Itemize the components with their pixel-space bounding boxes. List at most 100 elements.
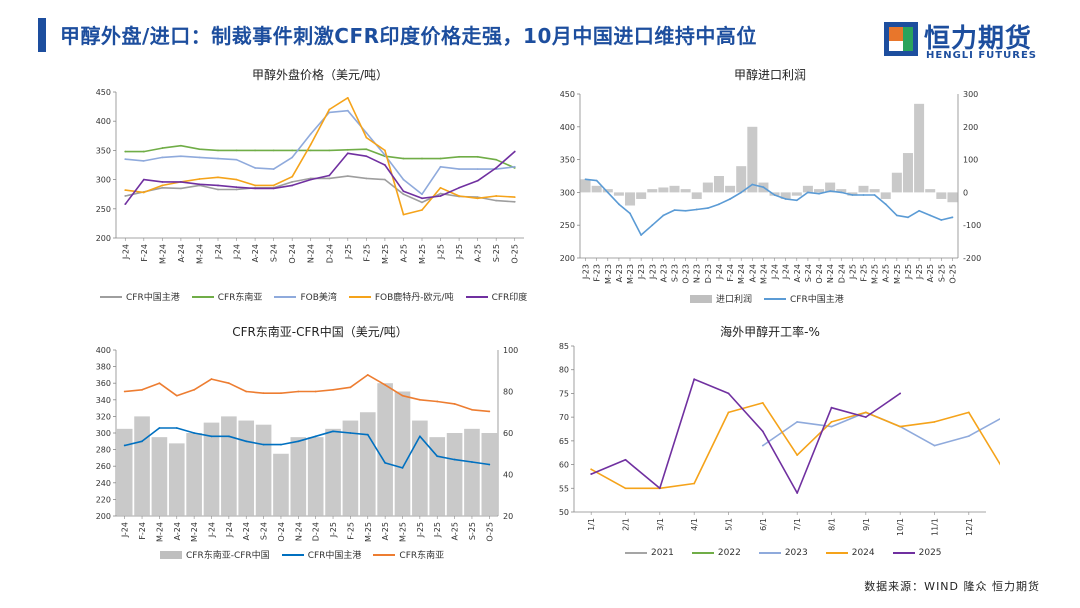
- data-point: [436, 400, 439, 403]
- x-tick-label: S-25: [468, 522, 477, 540]
- x-tick-label: A-24: [177, 244, 186, 262]
- data-point: [899, 425, 902, 428]
- data-point: [818, 192, 820, 195]
- data-point: [418, 398, 421, 401]
- area-bar: [702, 182, 713, 193]
- data-point: [458, 195, 460, 197]
- data-point: [629, 212, 631, 215]
- y2-tick-label: 20: [503, 512, 513, 521]
- data-point: [384, 164, 386, 166]
- data-point: [590, 473, 593, 475]
- data-point: [235, 186, 238, 189]
- data-point: [272, 187, 275, 190]
- x-tick-label: J-24: [782, 264, 791, 280]
- data-point: [291, 149, 294, 152]
- data-point: [262, 443, 265, 446]
- data-point: [297, 440, 300, 443]
- legend-item: CFR东南亚: [191, 290, 262, 303]
- y-tick-label: 55: [559, 484, 569, 493]
- chart4-legend: 2021 2022 2023 2024 2025: [625, 548, 942, 558]
- data-point: [402, 190, 405, 193]
- data-point: [862, 194, 865, 196]
- area-bar: [936, 192, 947, 199]
- data-point: [175, 394, 178, 397]
- area-bar: [134, 416, 150, 516]
- data-point: [929, 214, 932, 217]
- data-point: [807, 191, 809, 194]
- x-tick-label: O-23: [682, 264, 691, 284]
- x-tick-label: D-23: [704, 264, 713, 283]
- data-point: [439, 165, 442, 168]
- data-point: [762, 186, 765, 189]
- data-point: [488, 463, 491, 466]
- data-point: [471, 408, 473, 411]
- data-point: [471, 461, 473, 463]
- logo-name-cn: 恒力期货: [924, 24, 1033, 54]
- legend-item: CFR印度: [465, 290, 527, 303]
- data-point: [366, 374, 369, 376]
- data-point: [346, 109, 349, 112]
- area-bar: [359, 412, 376, 516]
- x-tick-label: J-24: [121, 244, 130, 260]
- x-tick-label: M-25: [418, 244, 427, 264]
- legend-item: 2024: [825, 548, 875, 558]
- y-tick-label: 250: [96, 205, 111, 214]
- area-bar: [636, 192, 647, 199]
- data-point: [210, 378, 213, 380]
- x-tick-label: N-24: [826, 264, 835, 283]
- x-tick-label: D-24: [325, 244, 334, 263]
- x-tick-label: 4/1: [690, 518, 699, 531]
- y2-tick-label: 60: [503, 429, 513, 438]
- x-tick-label: J-25: [455, 244, 464, 260]
- data-point: [280, 443, 282, 446]
- area-bar: [116, 428, 133, 516]
- legend-item: CFR中国主港: [281, 548, 361, 561]
- data-point: [124, 203, 127, 206]
- data-point: [751, 183, 754, 186]
- data-point: [142, 178, 145, 181]
- y-tick-label: 50: [559, 508, 569, 517]
- data-point: [421, 193, 423, 196]
- area-bar: [613, 192, 624, 196]
- data-point: [227, 435, 230, 438]
- data-point: [784, 198, 787, 200]
- y-tick-label: 250: [560, 221, 575, 230]
- series-line-CFR东南亚: [125, 144, 516, 169]
- x-tick-label: J-24: [771, 264, 780, 280]
- data-point: [606, 191, 609, 194]
- area-bar: [255, 424, 272, 516]
- data-point: [245, 390, 248, 393]
- data-point: [142, 150, 145, 153]
- x-tick-label: J-24: [225, 522, 234, 538]
- data-point: [967, 411, 970, 414]
- data-point: [476, 179, 479, 182]
- chart4-title: 海外甲醇开工率-%: [720, 325, 820, 339]
- x-tick-label: J-24: [208, 522, 217, 538]
- x-tick-label: A-24: [173, 522, 182, 540]
- data-point: [309, 149, 312, 152]
- y-tick-label: 220: [96, 495, 111, 504]
- data-point: [227, 382, 230, 385]
- x-tick-label: F-24: [726, 264, 735, 282]
- data-point: [142, 191, 145, 194]
- x-tick-label: N-23: [693, 264, 702, 283]
- x-tick-label: J-25: [437, 244, 446, 260]
- x-tick-label: J-23: [637, 264, 646, 280]
- data-point: [272, 168, 275, 170]
- data-point: [123, 444, 126, 447]
- area-bar: [880, 192, 891, 199]
- x-tick-label: 2/1: [622, 518, 631, 531]
- legend-item: 进口利润: [690, 292, 752, 305]
- data-point: [873, 194, 876, 196]
- legend-item: 2025: [892, 548, 942, 558]
- area-bar: [186, 433, 202, 516]
- data-point: [864, 416, 867, 419]
- x-tick-label: S-24: [270, 244, 279, 262]
- y-tick-label: 300: [96, 429, 111, 438]
- x-tick-label: M-23: [626, 264, 635, 284]
- data-point: [141, 388, 143, 391]
- x-tick-label: 6/1: [759, 518, 768, 531]
- x-tick-label: 8/1: [828, 518, 837, 531]
- y-tick-label: 360: [96, 379, 111, 388]
- x-tick-label: A-25: [381, 522, 390, 540]
